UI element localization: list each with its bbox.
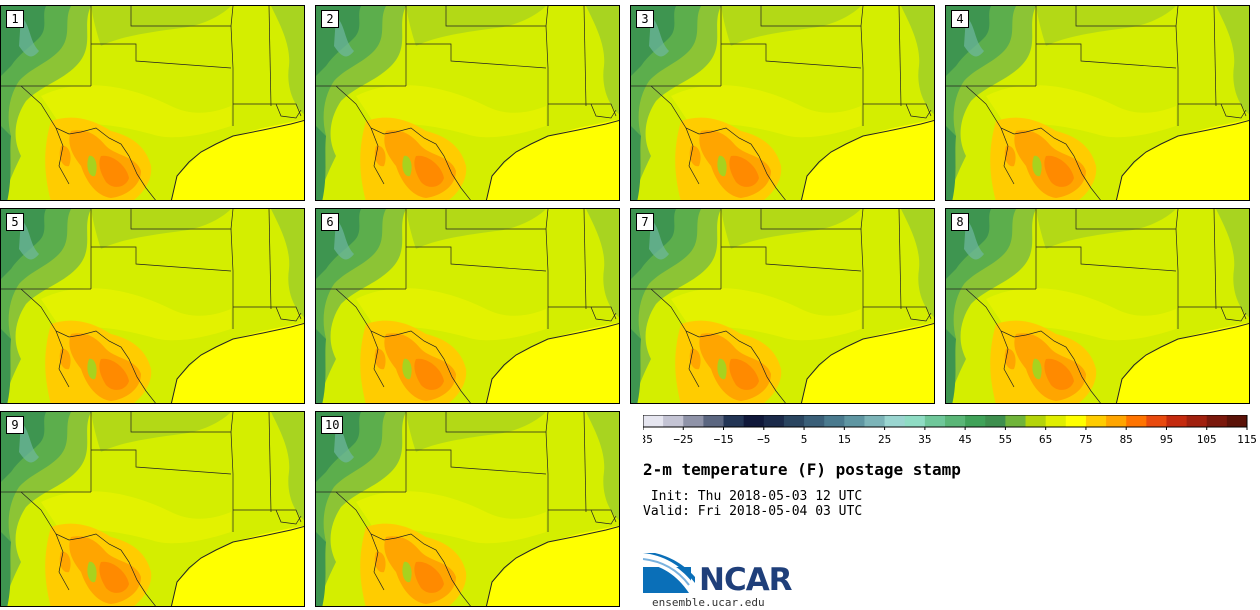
- colorbar-swatch: [824, 415, 845, 427]
- temperature-map: [316, 209, 619, 403]
- colorbar-swatch: [1005, 415, 1027, 427]
- panel-number: 2: [321, 10, 339, 28]
- colorbar-swatch: [1045, 415, 1067, 427]
- init-label: Init:: [643, 489, 690, 504]
- temperature-map: [631, 209, 934, 403]
- colorbar-swatch: [1025, 415, 1047, 427]
- colorbar-swatch: [1106, 415, 1127, 427]
- colorbar-swatch: [1085, 415, 1107, 427]
- colorbar-tick-label: 45: [959, 433, 972, 446]
- temperature-map: [946, 209, 1249, 403]
- colorbar-swatch: [723, 415, 745, 427]
- colorbar-swatch: [1166, 415, 1188, 427]
- colorbar-swatch: [663, 415, 684, 427]
- temperature-map: [946, 6, 1249, 200]
- map-panel-2: 2: [315, 5, 620, 201]
- panel-number: 3: [636, 10, 654, 28]
- init-time: Init: Thu 2018-05-03 12 UTC: [643, 489, 862, 504]
- panel-number: 1: [6, 10, 24, 28]
- colorbar-swatch: [965, 415, 986, 427]
- colorbar-swatch: [1186, 415, 1208, 427]
- map-panel-3: 3: [630, 5, 935, 201]
- colorbar-tick-label: 65: [1039, 433, 1052, 446]
- map-panel-4: 4: [945, 5, 1250, 201]
- colorbar-swatch: [904, 415, 926, 427]
- colorbar-tick-label: −25: [673, 433, 693, 446]
- panel-number: 7: [636, 213, 654, 231]
- colorbar-swatch: [924, 415, 946, 427]
- colorbar-tick-label: 115: [1237, 433, 1257, 446]
- colorbar-swatch: [703, 415, 725, 427]
- colorbar-swatch: [743, 415, 765, 427]
- temperature-map: [316, 6, 619, 200]
- temperature-map: [316, 412, 619, 606]
- temperature-map: [1, 412, 304, 606]
- map-panel-5: 5: [0, 208, 305, 404]
- colorbar-swatch: [884, 415, 906, 427]
- panel-number: 9: [6, 416, 24, 434]
- plot-title: 2-m temperature (F) postage stamp: [643, 460, 961, 479]
- colorbar-swatch: [804, 415, 825, 427]
- map-panel-10: 10: [315, 411, 620, 607]
- colorbar-swatch: [643, 415, 664, 427]
- colorbar-swatch: [1226, 415, 1248, 427]
- colorbar-tick-label: −35: [643, 433, 653, 446]
- panel-number: 5: [6, 213, 24, 231]
- map-panel-9: 9: [0, 411, 305, 607]
- colorbar-tick-label: 85: [1120, 433, 1133, 446]
- temperature-map: [1, 209, 304, 403]
- temperature-colorbar: −35 −25 −15 −5 5 15 25 35 45 55 65 75 85 95 105 115: [643, 415, 1257, 446]
- logo-url[interactable]: ensemble.ucar.edu: [652, 596, 765, 609]
- colorbar-swatch: [1065, 415, 1087, 427]
- map-panel-6: 6: [315, 208, 620, 404]
- map-panel-8: 8: [945, 208, 1250, 404]
- colorbar-tick-label: 55: [999, 433, 1012, 446]
- logo-wordmark: NCAR: [699, 562, 793, 598]
- colorbar-swatch: [1126, 415, 1147, 427]
- temperature-map: [631, 6, 934, 200]
- map-panel-7: 7: [630, 208, 935, 404]
- colorbar-tick-label: 25: [878, 433, 891, 446]
- colorbar-tick-label: 15: [838, 433, 851, 446]
- valid-time: Valid: Fri 2018-05-04 03 UTC: [643, 504, 862, 519]
- colorbar-swatch: [683, 415, 704, 427]
- valid-value: Fri 2018-05-04 03 UTC: [697, 504, 863, 519]
- colorbar-tick-label: 5: [801, 433, 808, 446]
- colorbar-tick-label: 35: [918, 433, 931, 446]
- colorbar-tick-label: 105: [1197, 433, 1217, 446]
- colorbar-swatch: [864, 415, 886, 427]
- colorbar-swatch: [985, 415, 1006, 427]
- ncar-logo-icon: [643, 553, 695, 593]
- colorbar-swatch: [1146, 415, 1167, 427]
- colorbar-tick-label: 75: [1079, 433, 1092, 446]
- valid-label: Valid:: [643, 504, 690, 519]
- colorbar-swatch: [763, 415, 785, 427]
- init-value: Thu 2018-05-03 12 UTC: [697, 489, 863, 504]
- panel-number: 4: [951, 10, 969, 28]
- colorbar-tick-label: −15: [714, 433, 734, 446]
- panel-number: 10: [321, 416, 344, 434]
- colorbar-tick-label: −5: [757, 433, 770, 446]
- colorbar-swatch: [783, 415, 805, 427]
- colorbar-swatch: [1206, 415, 1228, 427]
- colorbar-swatch: [844, 415, 865, 427]
- panel-number: 6: [321, 213, 339, 231]
- panel-number: 8: [951, 213, 969, 231]
- map-panel-1: 1: [0, 5, 305, 201]
- colorbar-swatch: [945, 415, 966, 427]
- temperature-map: [1, 6, 304, 200]
- colorbar-frame: [643, 415, 1248, 428]
- colorbar-tick-label: 95: [1160, 433, 1173, 446]
